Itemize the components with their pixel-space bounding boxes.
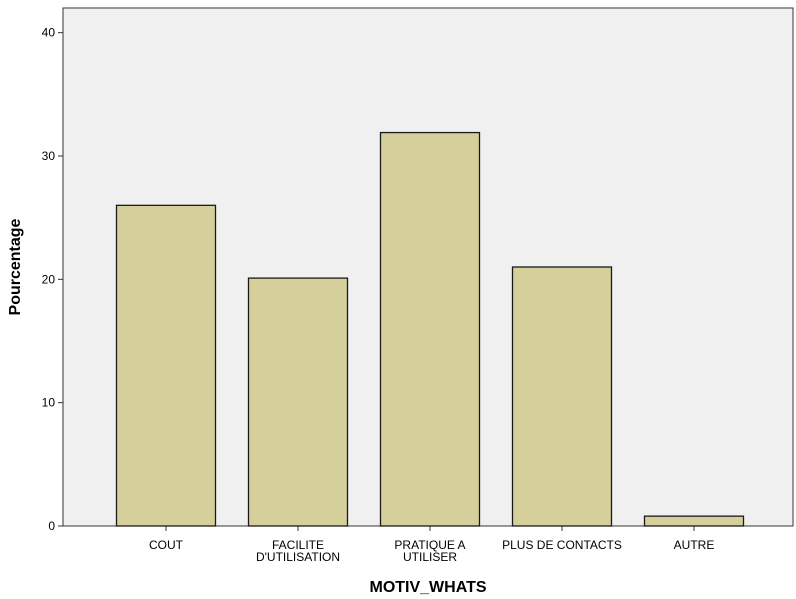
y-tick-label: 20: [42, 272, 56, 286]
x-category-label-line: D'UTILISATION: [256, 550, 340, 564]
x-category-label-line: UTILISER: [403, 550, 457, 564]
x-category-label-line: COUT: [149, 538, 184, 552]
y-axis: 0 10 20 30 40: [42, 26, 63, 533]
x-axis-title: MOTIV_WHATS: [369, 579, 486, 596]
y-tick-label: 10: [42, 396, 56, 410]
y-tick-label: 0: [48, 519, 55, 533]
bar: [511, 266, 613, 527]
x-category-label: AUTRE: [674, 538, 715, 552]
x-category-label-line: AUTRE: [674, 538, 715, 552]
x-category-label: PRATIQUE A UTILISER: [394, 538, 465, 564]
x-category-label: PLUS DE CONTACTS: [502, 538, 622, 552]
bar: [115, 204, 217, 527]
bar: [643, 515, 745, 527]
x-category-label-line: PLUS DE CONTACTS: [502, 538, 622, 552]
bars: [115, 131, 745, 527]
x-category-label: FACILITE D'UTILISATION: [256, 538, 340, 564]
x-category-label-line: PRATIQUE A: [394, 538, 465, 552]
bar: [379, 131, 481, 527]
x-axis: COUT FACILITE D'UTILISATION PRATIQUE A UTILI…: [149, 526, 714, 564]
y-tick-label: 40: [42, 26, 56, 40]
bar: [247, 277, 349, 527]
x-category-label: COUT: [149, 538, 184, 552]
y-axis-title: Pourcentage: [7, 218, 24, 315]
y-tick-label: 30: [42, 149, 56, 163]
x-category-label-line: FACILITE: [272, 538, 324, 552]
